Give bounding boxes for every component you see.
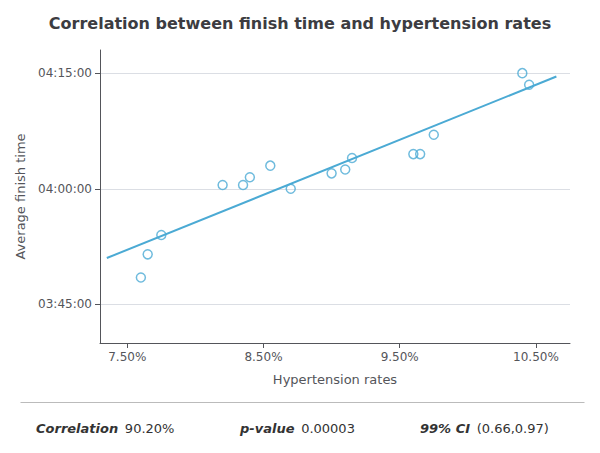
svg-text:99% CI: 99% CI [420, 421, 470, 436]
svg-text:03:45:00: 03:45:00 [38, 297, 92, 311]
svg-text:9.50%: 9.50% [381, 350, 419, 364]
svg-text:Correlation between finish tim: Correlation between finish time and hype… [49, 14, 551, 33]
svg-text:(0.66,0.97): (0.66,0.97) [477, 421, 549, 436]
svg-text:Average finish time: Average finish time [13, 133, 28, 259]
svg-text:Correlation: Correlation [36, 421, 118, 436]
svg-text:Hypertension rates: Hypertension rates [273, 372, 398, 387]
svg-text:04:00:00: 04:00:00 [38, 182, 92, 196]
svg-text:10.50%: 10.50% [513, 350, 559, 364]
svg-text:0.00003: 0.00003 [301, 421, 355, 436]
svg-text:8.50%: 8.50% [244, 350, 282, 364]
svg-text:7.50%: 7.50% [108, 350, 146, 364]
svg-text:04:15:00: 04:15:00 [38, 66, 92, 80]
svg-text:90.20%: 90.20% [125, 421, 175, 436]
svg-text:p-value: p-value [239, 421, 295, 436]
